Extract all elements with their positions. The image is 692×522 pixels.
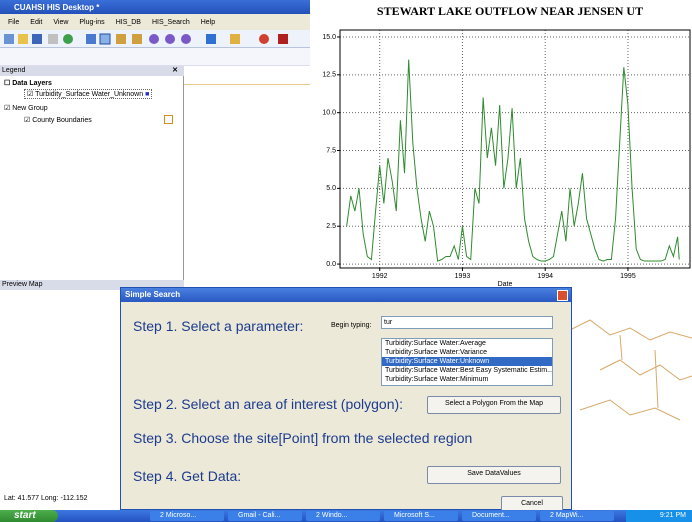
menu-item[interactable]: Edit [30,19,42,26]
menu-item[interactable]: Help [201,19,215,26]
toolbar [0,30,312,48]
icon[interactable] [32,34,42,44]
dialog: Simple Search Step 1. Select a parameter… [120,287,572,510]
legend-layer[interactable]: ☑ Turbidity_Surface Water_Unknown ■ [24,89,152,99]
button[interactable]: Select a Polygon From the Map [427,396,561,414]
legend-title: Legend [2,67,25,74]
start-label: start [14,510,36,521]
icon[interactable] [278,34,288,44]
layer-label: Turbidity_Surface Water_Unknown [35,91,143,98]
group-label: Data Layers [12,80,52,87]
status-text: Lat: 41.577 Long: -112.152 [4,495,88,502]
taskbar-item[interactable]: 2 Windo... [306,511,380,521]
toolbar-2 [0,48,312,66]
menu-item[interactable]: HIS_Search [152,19,190,26]
taskbar-item[interactable]: Document... [462,511,536,521]
menu-item[interactable]: Plug-ins [79,19,104,26]
preview-map-title: Preview Map [2,281,42,288]
legend-group[interactable]: ☑ New Group [4,104,48,112]
window-title: CUAHSI HIS Desktop * [14,3,99,12]
x-tick-label: 1993 [455,273,471,280]
button[interactable]: Save DataValues [427,466,561,484]
icon[interactable] [86,34,96,44]
icon[interactable] [63,34,73,44]
icon[interactable] [259,34,269,44]
list-item[interactable]: Turbidity:Surface Water:Variance [382,348,552,357]
y-tick-label: 12.5 [322,72,336,79]
layer-symbol [164,115,173,124]
y-tick-label: 15.0 [322,34,336,41]
close-icon[interactable]: ✕ [172,66,178,74]
taskbar-item[interactable]: Gmail - Cali... [228,511,302,521]
x-tick-label: 1994 [537,273,553,280]
menu-item[interactable]: View [53,19,68,26]
y-tick-label: 7.5 [326,147,336,154]
step-label: Step 3. Choose the site[Point] from the … [133,430,472,446]
list-item[interactable]: Turbidity:Surface Water:Best Easy System… [382,366,552,375]
icon[interactable] [18,34,28,44]
taskbar-item[interactable]: Microsoft S... [384,511,458,521]
legend-header: Legend ✕ [0,66,184,76]
y-tick-label: 0.0 [326,261,336,268]
taskbar-item[interactable]: 2 Microso... [150,511,224,521]
system-tray: 9:21 PM [626,510,692,522]
list-item[interactable]: Turbidity:Surface Water:Minimum [382,375,552,384]
layer-label: County Boundaries [32,117,92,124]
menu-bar: File Edit View Plug-ins HIS_DB HIS_Search Help [0,14,312,30]
menu-item[interactable]: HIS_DB [116,19,141,26]
county-boundary [570,320,692,420]
step-label: Step 2. Select an area of interest (poly… [133,396,403,412]
icon[interactable] [149,34,159,44]
map-boundaries [560,290,692,510]
icon[interactable] [4,34,14,44]
icon[interactable] [100,34,110,44]
clock: 9:21 PM [660,512,686,519]
y-tick-label: 10.0 [322,110,336,117]
data-line [347,60,680,261]
chart-title: STEWART LAKE OUTFLOW NEAR JENSEN UT [377,4,643,18]
legend-group[interactable]: ☐ Data Layers [4,79,52,87]
icon[interactable] [116,34,126,44]
step-label: Step 1. Select a parameter: [133,318,303,334]
search-input[interactable]: tur [381,316,553,329]
list-item[interactable]: Turbidity:Surface Water:Unknown [382,357,552,366]
start-button[interactable]: start [0,510,58,522]
icon[interactable] [230,34,240,44]
y-tick-label: 2.5 [326,223,336,230]
map-line [184,84,312,85]
dialog-title: Simple Search [125,290,180,299]
search-text: tur [384,319,392,326]
menu-item[interactable]: File [8,19,19,26]
x-tick-label: 1992 [372,273,388,280]
page: {"window": {"title": "CUAHSI HIS Desktop… [0,0,692,522]
icon[interactable] [181,34,191,44]
x-tick-label: 1995 [620,273,636,280]
chart: STEWART LAKE OUTFLOW NEAR JENSEN UT Date… [310,0,692,290]
close-button[interactable] [557,290,568,301]
icon[interactable] [165,34,175,44]
taskbar-item[interactable]: 2 MapWi... [540,511,614,521]
status-bar: Lat: 41.577 Long: -112.152 [4,495,88,502]
legend-layer[interactable]: ☑ County Boundaries [24,116,92,124]
y-tick-label: 5.0 [326,185,336,192]
dialog-title-bar: Simple Search [121,288,571,302]
taskbar: start 9:21 PM 2 Microso... Gmail - Cali..… [0,510,692,522]
icon[interactable] [132,34,142,44]
input-label: Begin typing: [331,322,371,329]
title-bar: CUAHSI HIS Desktop * [0,0,312,14]
list-item[interactable]: Turbidity:Surface Water:Average [382,339,552,348]
step-label: Step 4. Get Data: [133,468,241,484]
icon[interactable] [48,34,58,44]
toolbar-icons [0,30,312,48]
plot-frame [340,30,690,268]
icon[interactable] [206,34,216,44]
legend-panel: Legend ✕ ☐ Data Layers ☑ Turbidity_Surfac… [0,66,184,280]
group-label: New Group [12,105,47,112]
